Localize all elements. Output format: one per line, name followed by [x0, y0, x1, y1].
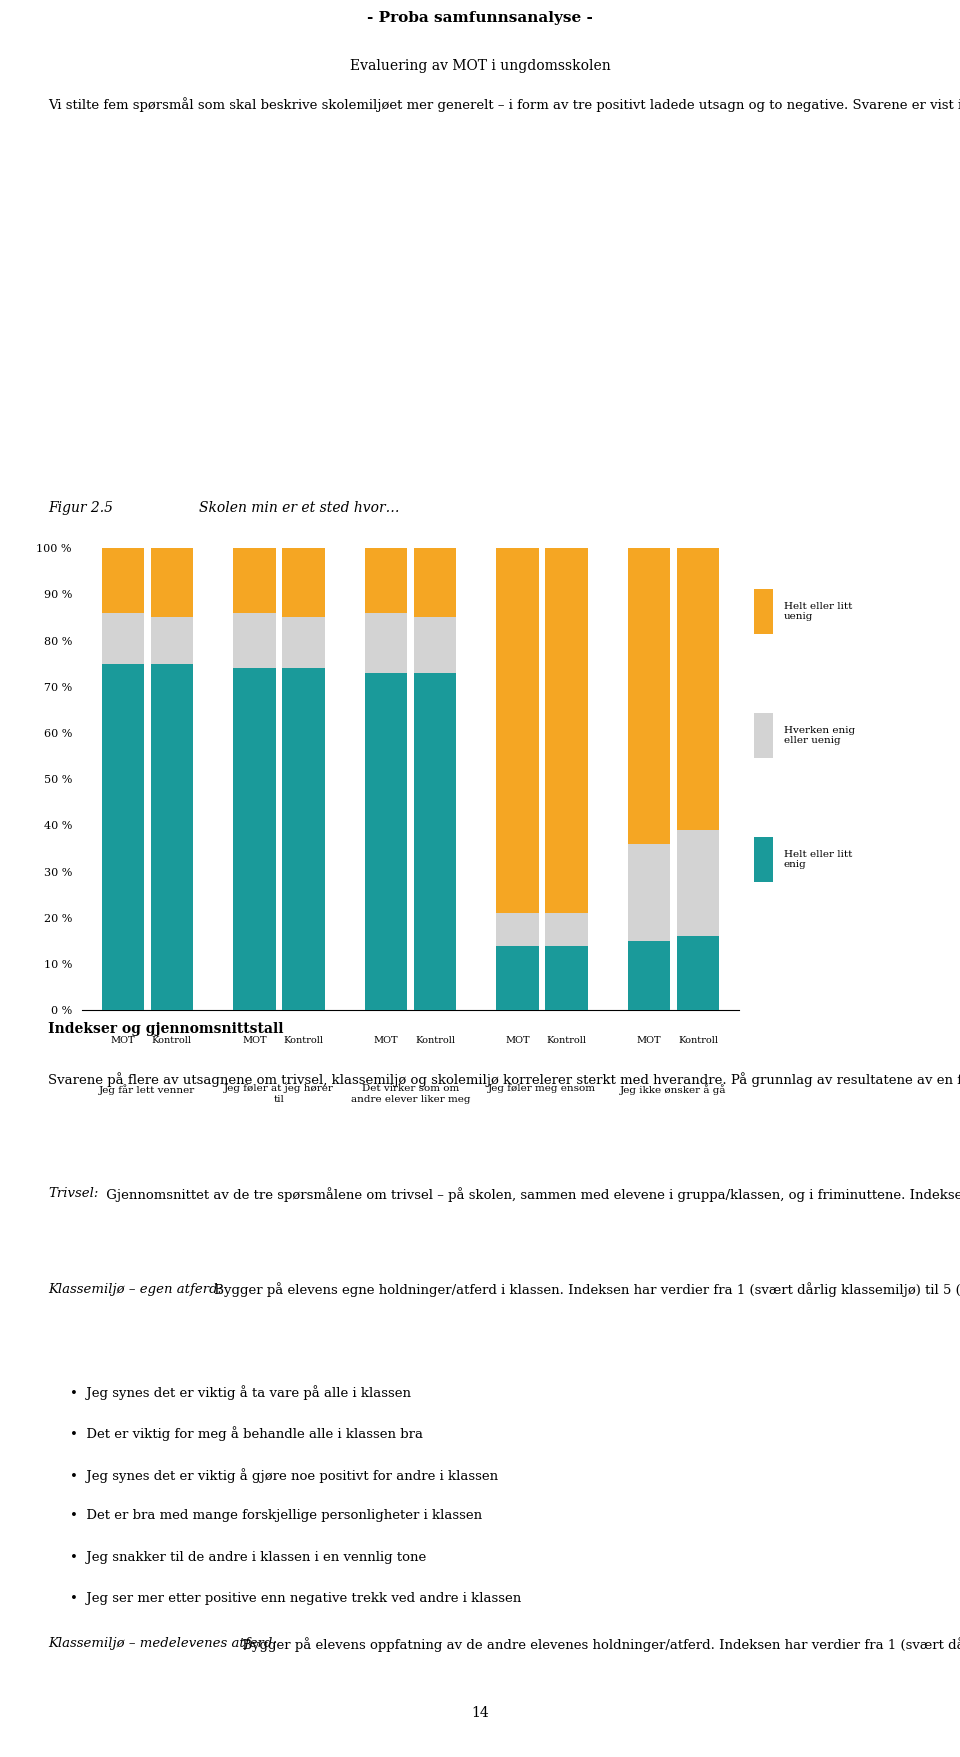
Text: MOT: MOT [242, 1035, 267, 1045]
Bar [282, 668, 324, 1010]
Text: Klassemiljø – medelevenes atferd:: Klassemiljø – medelevenes atferd: [48, 1638, 276, 1650]
Bar [754, 836, 773, 882]
Bar [754, 589, 773, 634]
Text: MOT: MOT [636, 1035, 661, 1045]
Text: Jeg føler meg ensom: Jeg føler meg ensom [488, 1084, 596, 1093]
Text: Jeg ikke ønsker å gå: Jeg ikke ønsker å gå [620, 1084, 727, 1095]
Text: Svarene på flere av utsagnene om trivsel, klassemiljø og skolemiljø korrelerer s: Svarene på flere av utsagnene om trivsel… [48, 1072, 960, 1086]
Bar [102, 613, 144, 664]
Bar [365, 548, 407, 613]
Text: Jeg får lett venner: Jeg får lett venner [99, 1084, 196, 1095]
Text: Kontroll: Kontroll [415, 1035, 455, 1045]
Bar [102, 664, 144, 1010]
Bar [151, 548, 193, 617]
Text: Kontroll: Kontroll [152, 1035, 192, 1045]
Bar [282, 617, 324, 668]
Bar [545, 548, 588, 914]
Text: Vi stilte fem spørsmål som skal beskrive skolemiljøet mer generelt – i form av t: Vi stilte fem spørsmål som skal beskrive… [48, 97, 960, 111]
Bar [496, 548, 539, 914]
Text: Indekser og gjennomsnittstall: Indekser og gjennomsnittstall [48, 1023, 283, 1037]
Text: Trivsel:: Trivsel: [48, 1188, 98, 1200]
Text: Jeg føler at jeg hører
til: Jeg føler at jeg hører til [224, 1084, 334, 1103]
Bar [233, 548, 276, 613]
Text: •  Det er bra med mange forskjellige personligheter i klassen: • Det er bra med mange forskjellige pers… [70, 1509, 482, 1522]
Text: Bygger på elevens oppfatning av de andre elevenes holdninger/atferd. Indeksen ha: Bygger på elevens oppfatning av de andre… [238, 1638, 960, 1652]
Text: Helt eller litt
uenig: Helt eller litt uenig [783, 603, 852, 622]
Bar [628, 843, 670, 942]
Text: Kontroll: Kontroll [546, 1035, 587, 1045]
Text: •  Jeg snakker til de andre i klassen i en vennlig tone: • Jeg snakker til de andre i klassen i e… [70, 1551, 426, 1564]
Bar [628, 548, 670, 843]
Bar [233, 668, 276, 1010]
Text: •  Jeg synes det er viktig å ta vare på alle i klassen: • Jeg synes det er viktig å ta vare på a… [70, 1385, 411, 1400]
Bar [233, 613, 276, 668]
Bar [628, 942, 670, 1010]
Text: Hverken enig
eller uenig: Hverken enig eller uenig [783, 726, 855, 745]
Text: Klassemiljø – egen atferd:: Klassemiljø – egen atferd: [48, 1283, 222, 1295]
Bar [282, 548, 324, 617]
Bar [151, 617, 193, 664]
Bar [496, 914, 539, 945]
Text: •  Jeg ser mer etter positive enn negative trekk ved andre i klassen: • Jeg ser mer etter positive enn negativ… [70, 1592, 521, 1606]
Bar [151, 664, 193, 1010]
Bar [545, 945, 588, 1010]
Text: •  Jeg synes det er viktig å gjøre noe positivt for andre i klassen: • Jeg synes det er viktig å gjøre noe po… [70, 1467, 497, 1483]
Text: Bygger på elevens egne holdninger/atferd i klassen. Indeksen har verdier fra 1 (: Bygger på elevens egne holdninger/atferd… [210, 1283, 960, 1297]
Text: Kontroll: Kontroll [678, 1035, 718, 1045]
Text: Det virker som om
andre elever liker meg: Det virker som om andre elever liker meg [350, 1084, 470, 1103]
Text: Kontroll: Kontroll [283, 1035, 324, 1045]
Text: MOT: MOT [505, 1035, 530, 1045]
Bar [677, 829, 719, 936]
Bar [677, 936, 719, 1010]
Text: Figur 2.5: Figur 2.5 [48, 501, 113, 515]
Bar [496, 945, 539, 1010]
Text: Skolen min er et sted hvor…: Skolen min er et sted hvor… [200, 501, 399, 515]
Text: Gjennomsnittet av de tre spørsmålene om trivsel – på skolen, sammen med elevene : Gjennomsnittet av de tre spørsmålene om … [103, 1188, 960, 1202]
Bar [365, 613, 407, 673]
Bar [414, 617, 456, 673]
Text: - Proba samfunnsanalyse -: - Proba samfunnsanalyse - [367, 11, 593, 25]
Bar [102, 548, 144, 613]
Text: •  Det er viktig for meg å behandle alle i klassen bra: • Det er viktig for meg å behandle alle … [70, 1427, 422, 1441]
Bar [677, 548, 719, 829]
Bar [545, 914, 588, 945]
Bar [754, 713, 773, 759]
Text: Evaluering av MOT i ungdomsskolen: Evaluering av MOT i ungdomsskolen [349, 60, 611, 72]
Bar [365, 673, 407, 1010]
Bar [414, 673, 456, 1010]
Text: MOT: MOT [110, 1035, 135, 1045]
Text: Helt eller litt
enig: Helt eller litt enig [783, 850, 852, 870]
Text: 14: 14 [471, 1706, 489, 1720]
Bar [414, 548, 456, 617]
Text: MOT: MOT [373, 1035, 398, 1045]
